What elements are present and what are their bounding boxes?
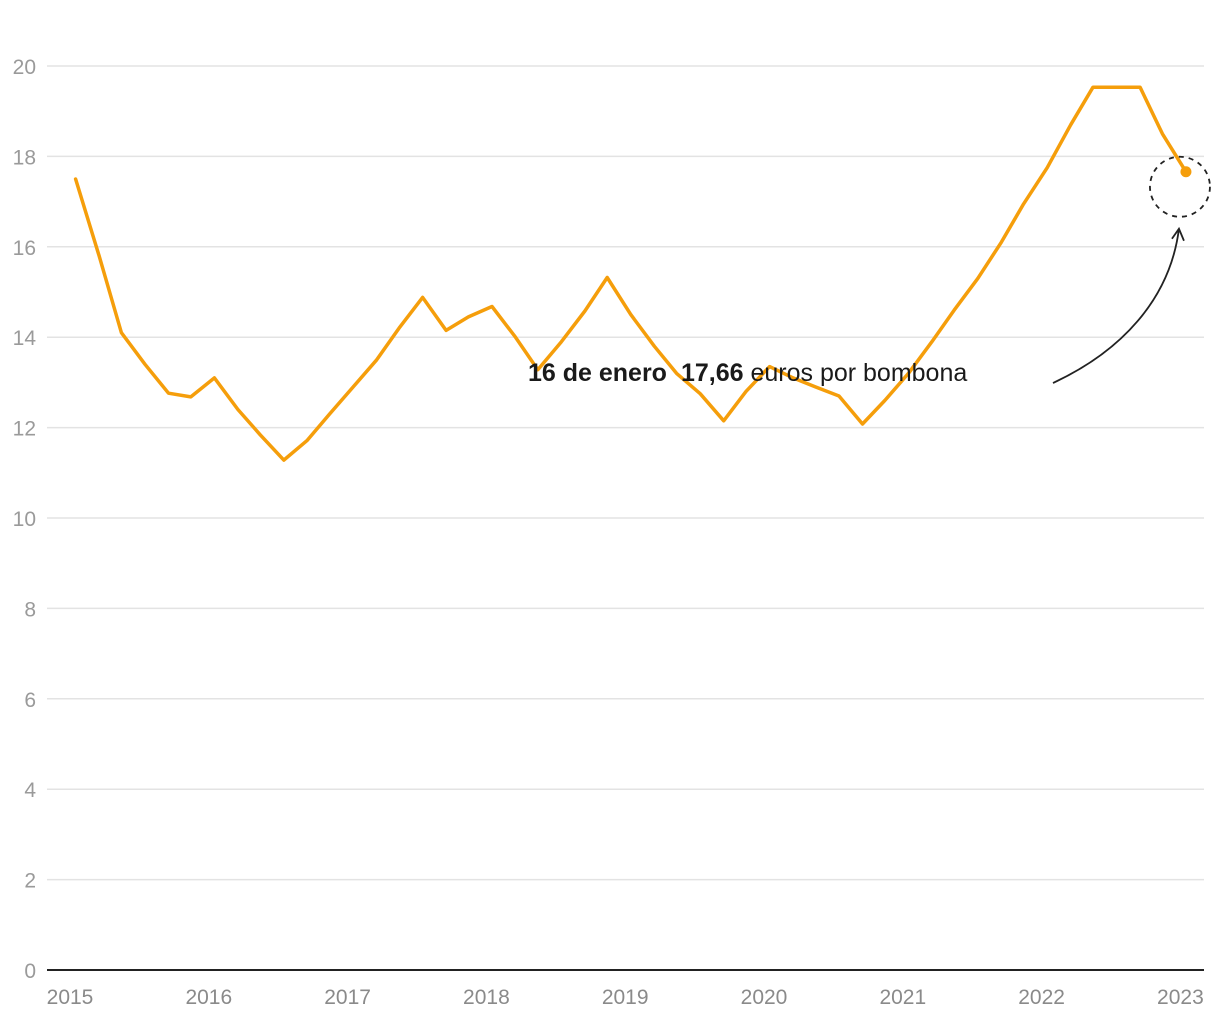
y-tick-label: 18 — [13, 146, 36, 169]
annotation-date: 16 de enero — [528, 359, 667, 387]
y-tick-label: 4 — [24, 779, 36, 802]
highlight-ring — [1149, 155, 1211, 218]
y-tick-label: 14 — [13, 327, 37, 350]
x-tick-label: 2022 — [1018, 986, 1065, 1009]
x-tick-label: 2015 — [47, 986, 94, 1009]
annotation-label: 16 de enero 17,66 euros por bombona — [528, 359, 967, 387]
latest-point-marker — [1180, 166, 1192, 178]
x-tick-label: 2021 — [879, 986, 926, 1009]
y-tick-label: 6 — [24, 689, 36, 712]
price-series-line — [73, 85, 1188, 462]
y-tick-label: 2 — [24, 870, 36, 893]
annotation-text: euros por bombona — [744, 359, 968, 387]
x-tick-label: 2017 — [324, 986, 371, 1009]
y-tick-label: 10 — [13, 508, 36, 531]
y-axis-ticks: 0 2 4 6 8 10 12 14 16 18 20 — [13, 56, 37, 983]
annotation-value: 17,66 — [681, 359, 744, 387]
y-tick-label: 12 — [13, 418, 36, 441]
x-tick-label: 2019 — [602, 986, 649, 1009]
x-axis-ticks: 2015 2016 2017 2018 2019 2020 2021 2022 2023 — [47, 986, 1204, 1009]
x-tick-label: 2020 — [741, 986, 788, 1009]
annotation-arrowhead — [1171, 226, 1185, 242]
annotation-arrow — [1052, 228, 1180, 384]
y-tick-label: 0 — [24, 960, 36, 983]
x-tick-label: 2018 — [463, 986, 510, 1009]
y-tick-label: 20 — [13, 56, 36, 79]
y-tick-label: 16 — [13, 237, 36, 260]
y-tick-label: 8 — [24, 598, 36, 621]
gridlines — [47, 65, 1204, 881]
x-tick-label: 2023 — [1157, 986, 1204, 1009]
x-tick-label: 2016 — [185, 986, 232, 1009]
